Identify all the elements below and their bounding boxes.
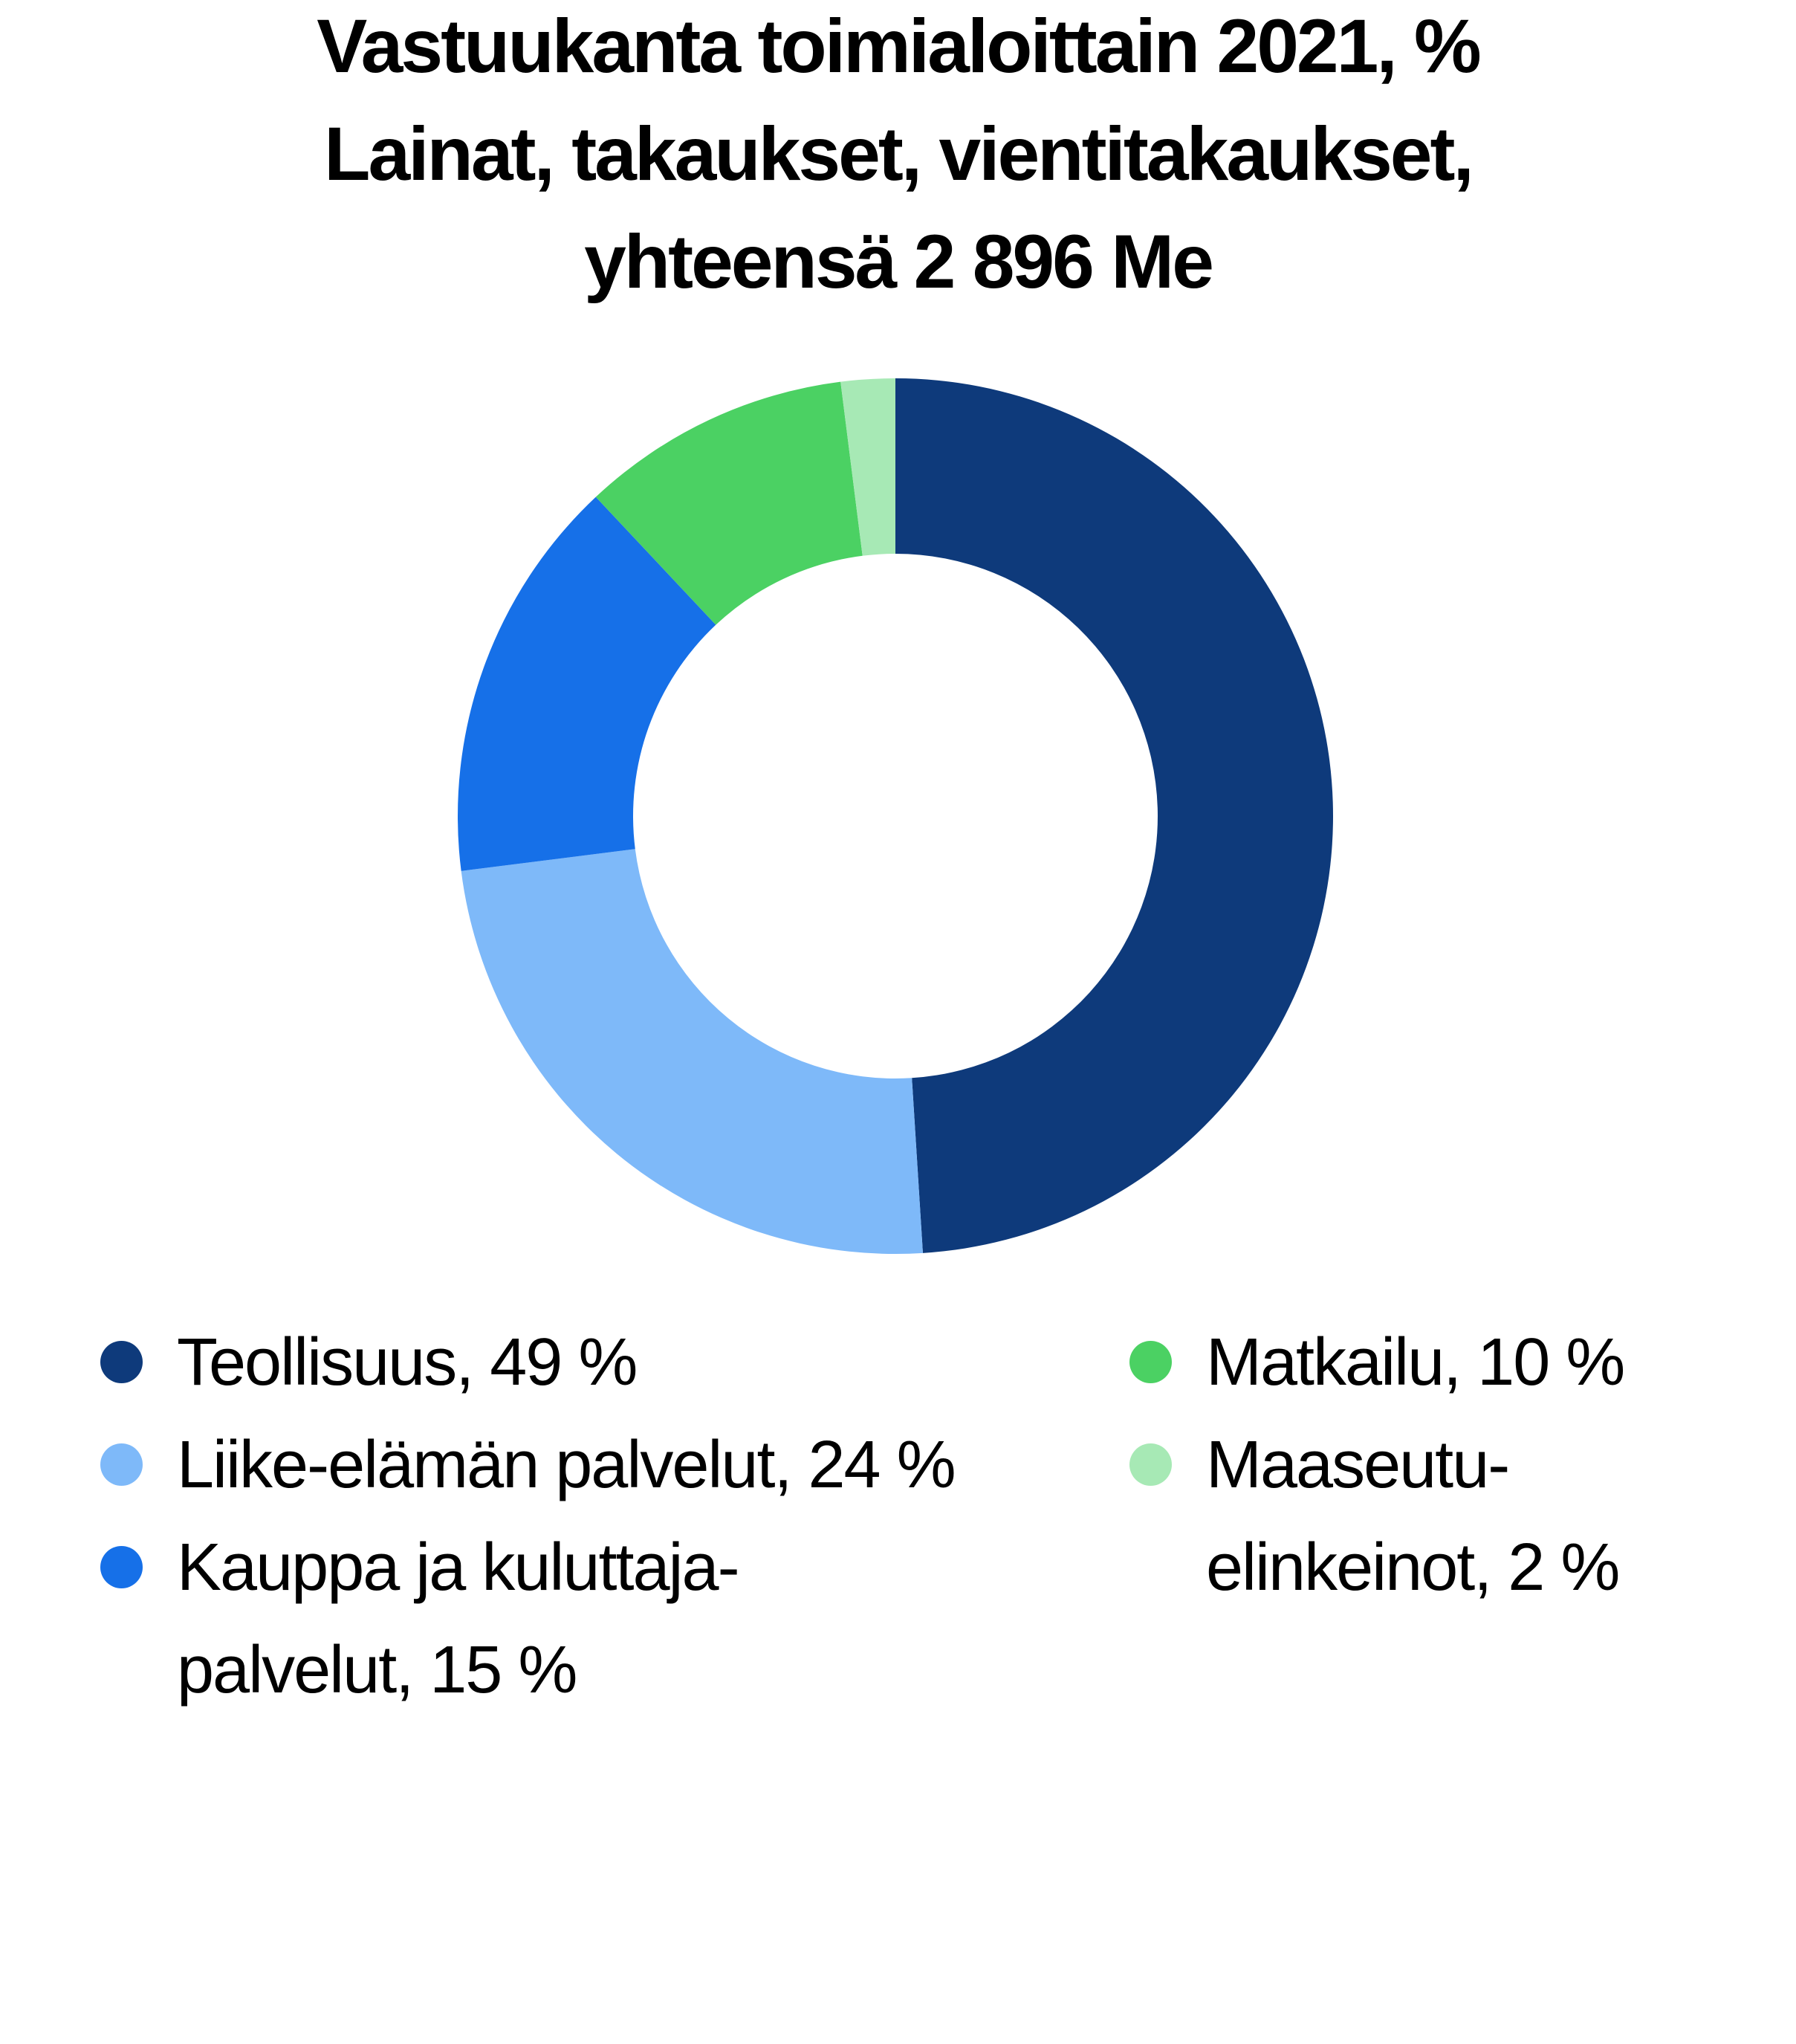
legend-swatch-kauppa-ja-kuluttajapalvelut (100, 1546, 143, 1588)
legend-swatch-liike-elaman-palvelut (100, 1443, 143, 1486)
legend-item-kauppa-ja-kuluttajapalvelut: Kauppa ja kuluttaja- palvelut, 15 % (100, 1516, 955, 1721)
donut-segment-teollisuus (895, 378, 1333, 1253)
legend-column-right: Matkailu, 10 % Maaseutu- elinkeinot, 2 % (1129, 1311, 1625, 1619)
donut-segment-maaseutuelinkeinot (840, 378, 895, 556)
chart-title: Vastuukanta toimialoittain 2021, % Laina… (0, 0, 1796, 316)
legend-swatch-teollisuus (100, 1341, 143, 1383)
donut-segment-kauppa-ja-kuluttajapalvelut (458, 497, 716, 871)
legend-item-maaseutuelinkeinot: Maaseutu- elinkeinot, 2 % (1129, 1414, 1624, 1619)
legend-label-liike-elaman-palvelut: Liike-elämän palvelut, 24 % (177, 1428, 956, 1502)
chart-title-line-2: Lainat, takaukset, vientitakaukset, (324, 111, 1474, 196)
legend-label-maaseutuelinkeinot: Maaseutu- elinkeinot, 2 % (1206, 1428, 1620, 1605)
donut-segment-matkailu (595, 381, 863, 625)
legend-item-teollisuus: Teollisuus, 49 % (100, 1311, 955, 1414)
legend-label-kauppa-ja-kuluttajapalvelut: Kauppa ja kuluttaja- palvelut, 15 % (177, 1530, 740, 1707)
legend-item-liike-elaman-palvelut: Liike-elämän palvelut, 24 % (100, 1414, 956, 1516)
legend-swatch-matkailu (1129, 1341, 1172, 1383)
donut-segment-liike-elaman-palvelut (461, 849, 923, 1254)
chart-title-line-1: Vastuukanta toimialoittain 2021, % (317, 4, 1482, 88)
legend-item-matkailu: Matkailu, 10 % (1129, 1311, 1625, 1414)
legend-label-matkailu: Matkailu, 10 % (1206, 1325, 1625, 1400)
legend-label-teollisuus: Teollisuus, 49 % (177, 1325, 638, 1400)
chart-title-line-3: yhteensä 2 896 Me (584, 219, 1214, 304)
legend-column-left: Teollisuus, 49 % Liike-elämän palvelut, 2… (100, 1311, 956, 1721)
legend-swatch-maaseutuelinkeinot (1129, 1443, 1172, 1486)
donut-chart (458, 378, 1333, 1254)
